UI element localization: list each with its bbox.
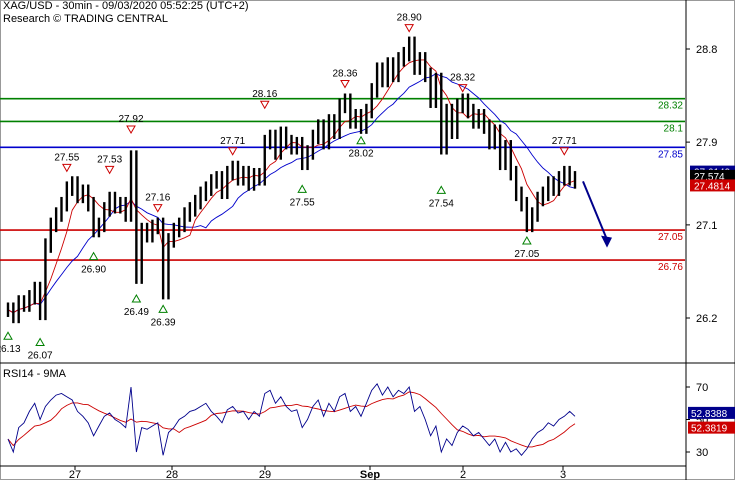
level-label: 27.05 bbox=[658, 232, 683, 243]
time-tick-label: 29 bbox=[259, 469, 271, 480]
trough-marker bbox=[131, 293, 142, 303]
peak-marker bbox=[152, 204, 163, 213]
trough-marker bbox=[521, 236, 532, 245]
price-tick-label: 28.8 bbox=[696, 44, 717, 56]
time-tick-label: 27 bbox=[69, 469, 81, 480]
level-label: 28.32 bbox=[658, 101, 683, 112]
peak-label: 27.92 bbox=[119, 114, 144, 125]
trough-label: 27.05 bbox=[514, 249, 539, 260]
trough-label: 26.13 bbox=[0, 344, 21, 355]
time-tick-label: 3 bbox=[560, 469, 566, 480]
peak-label: 28.16 bbox=[252, 89, 277, 100]
peak-marker bbox=[404, 24, 415, 33]
rsi-tick-label: 30 bbox=[696, 447, 708, 459]
trough-label: 26.90 bbox=[81, 265, 106, 276]
trough-marker bbox=[158, 304, 168, 313]
level-label: 26.76 bbox=[658, 262, 683, 273]
price-tick-label: 27.1 bbox=[696, 220, 717, 232]
peak-label: 27.71 bbox=[220, 136, 245, 147]
price-bars bbox=[6, 36, 577, 324]
rsi-tick-label: 70 bbox=[696, 382, 708, 394]
chart-title: XAG/USD - 30min - 09/03/2020 05:52:25 (U… bbox=[3, 0, 249, 12]
rsi-tag-box bbox=[688, 406, 735, 419]
trough-label: 27.55 bbox=[290, 197, 315, 208]
time-tick-label: 28 bbox=[166, 469, 178, 480]
peak-marker bbox=[104, 165, 115, 175]
rsi-ma-tag-box bbox=[688, 421, 735, 434]
rsi-ma-tag-label: 52.3819 bbox=[691, 424, 728, 435]
price-tick-label: 26.2 bbox=[696, 313, 717, 325]
peak-label: 28.32 bbox=[450, 73, 475, 84]
peak-marker bbox=[126, 125, 136, 135]
forecast-arrow-head bbox=[601, 235, 612, 248]
trough-label: 26.39 bbox=[151, 317, 176, 328]
peak-label: 27.71 bbox=[552, 136, 577, 147]
trough-marker bbox=[35, 337, 45, 346]
time-tick-label: 2 bbox=[460, 469, 466, 480]
rsi-ma-line bbox=[7, 391, 576, 448]
peak-label: 27.55 bbox=[54, 152, 79, 163]
ma-slow-line bbox=[7, 73, 576, 314]
trough-label: 28.02 bbox=[349, 149, 374, 160]
peak-marker bbox=[340, 80, 350, 89]
trough-marker bbox=[3, 331, 13, 340]
price-tag-label: 27.4814 bbox=[694, 181, 731, 192]
rsi-tag-label: 52.8388 bbox=[691, 409, 728, 420]
trough-label: 27.54 bbox=[429, 198, 454, 209]
rsi-line bbox=[7, 382, 576, 457]
peak-marker bbox=[259, 100, 270, 110]
trough-marker bbox=[436, 185, 447, 194]
peak-label: 27.53 bbox=[97, 154, 122, 165]
price-tick-label: 27.9 bbox=[696, 137, 717, 149]
chart-subtitle: Research © TRADING CENTRAL bbox=[3, 13, 168, 25]
peak-marker bbox=[559, 147, 570, 156]
trough-marker bbox=[88, 251, 99, 261]
trough-marker bbox=[356, 135, 366, 145]
time-tick-label: Sep bbox=[360, 469, 380, 480]
rsi-label: RSI14 - 9MA bbox=[3, 368, 66, 380]
price-tag-box bbox=[690, 169, 735, 182]
peak-marker bbox=[61, 163, 72, 173]
peak-label: 28.36 bbox=[332, 69, 357, 80]
level-label: 28.1 bbox=[664, 123, 684, 134]
price-tag-label: 27.574 bbox=[694, 172, 725, 183]
peak-marker bbox=[457, 84, 468, 93]
trough-label: 26.49 bbox=[124, 307, 149, 318]
peak-label: 27.16 bbox=[145, 193, 170, 204]
peak-label: 28.90 bbox=[397, 13, 422, 24]
level-label: 27.85 bbox=[658, 149, 683, 160]
price-tag-box bbox=[690, 179, 735, 192]
peak-marker bbox=[227, 147, 238, 156]
trough-marker bbox=[297, 184, 308, 193]
trough-label: 26.07 bbox=[28, 350, 53, 361]
forecast-arrow-line bbox=[582, 181, 608, 240]
